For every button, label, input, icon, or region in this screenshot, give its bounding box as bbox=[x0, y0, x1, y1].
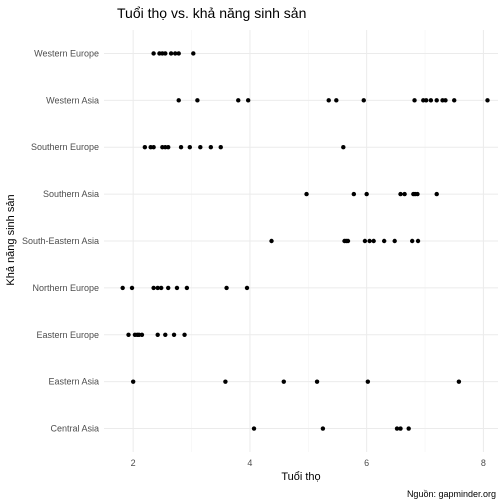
data-point bbox=[381, 238, 387, 244]
data-point bbox=[139, 332, 145, 337]
data-point bbox=[367, 238, 372, 244]
y-axis-title: Khả năng sinh sản bbox=[5, 194, 17, 285]
data-point bbox=[178, 145, 184, 150]
data-point bbox=[326, 98, 331, 103]
data-point bbox=[269, 238, 274, 244]
data-point bbox=[351, 191, 357, 197]
data-point bbox=[173, 51, 178, 56]
data-point bbox=[184, 285, 190, 291]
data-point bbox=[163, 51, 168, 56]
data-point bbox=[392, 238, 397, 244]
data-point bbox=[151, 145, 156, 150]
data-point bbox=[159, 285, 164, 291]
grid bbox=[104, 30, 498, 452]
x-axis-title: Tuổi thọ bbox=[281, 471, 320, 483]
category-label: Eastern Europe bbox=[36, 330, 99, 340]
data-point bbox=[151, 285, 156, 291]
data-point bbox=[424, 98, 429, 103]
category-label: Eastern Asia bbox=[48, 377, 99, 387]
data-point bbox=[176, 98, 181, 103]
category-label: Western Asia bbox=[46, 95, 99, 105]
category-label: Southern Europe bbox=[31, 142, 99, 152]
data-point bbox=[361, 98, 366, 103]
data-point bbox=[314, 379, 320, 384]
data-point bbox=[334, 98, 339, 103]
data-point bbox=[452, 98, 457, 103]
data-point bbox=[223, 379, 228, 384]
data-point bbox=[362, 238, 368, 244]
data-point bbox=[434, 98, 439, 103]
x-tick-label: 4 bbox=[247, 458, 252, 468]
data-point bbox=[174, 285, 180, 291]
category-label: Western Europe bbox=[34, 48, 99, 58]
data-point bbox=[398, 191, 403, 197]
category-label: Northern Europe bbox=[32, 283, 99, 293]
data-point bbox=[428, 98, 434, 103]
data-point bbox=[345, 238, 351, 244]
data-point bbox=[151, 51, 156, 56]
data-point bbox=[415, 191, 420, 197]
data-point bbox=[120, 285, 125, 291]
data-point bbox=[236, 98, 241, 103]
data-point bbox=[402, 191, 407, 197]
data-point bbox=[304, 191, 309, 197]
data-point bbox=[142, 145, 148, 150]
data-point bbox=[245, 98, 251, 103]
data-point bbox=[443, 98, 448, 103]
data-point bbox=[485, 98, 490, 103]
data-point bbox=[195, 98, 200, 103]
data-point bbox=[224, 285, 229, 291]
data-point bbox=[365, 379, 371, 384]
data-point bbox=[456, 379, 462, 384]
data-point bbox=[198, 145, 203, 150]
data-point bbox=[208, 145, 214, 150]
data-point bbox=[409, 238, 415, 244]
data-point bbox=[176, 51, 181, 56]
data-point bbox=[398, 426, 403, 431]
data-point bbox=[406, 426, 411, 431]
x-tick-label: 2 bbox=[131, 458, 136, 468]
data-point bbox=[166, 145, 171, 150]
data-point bbox=[171, 332, 177, 337]
data-point bbox=[187, 145, 193, 150]
data-points bbox=[120, 51, 490, 431]
data-point bbox=[191, 51, 196, 56]
data-point bbox=[155, 332, 160, 337]
x-tick-label: 6 bbox=[364, 458, 369, 468]
data-point bbox=[163, 332, 168, 337]
data-point bbox=[281, 379, 286, 384]
data-point bbox=[341, 145, 346, 150]
x-axis-tick-labels: 2 4 6 8 bbox=[131, 458, 486, 468]
category-label: South-Eastern Asia bbox=[22, 236, 99, 246]
category-label: Central Asia bbox=[50, 424, 99, 434]
category-label: Southern Asia bbox=[43, 189, 99, 199]
data-point bbox=[166, 285, 171, 291]
source-caption: Nguồn: gapminder.org bbox=[407, 489, 496, 499]
data-point bbox=[218, 145, 223, 150]
data-point bbox=[415, 238, 421, 244]
data-point bbox=[155, 285, 160, 291]
data-point bbox=[168, 51, 174, 56]
category-axis-labels: Central Asia Eastern Asia Eastern Europe No… bbox=[22, 48, 99, 433]
data-point bbox=[412, 98, 417, 103]
data-point bbox=[434, 191, 439, 197]
data-point bbox=[371, 238, 376, 244]
data-point bbox=[182, 332, 187, 337]
data-point bbox=[251, 426, 257, 431]
chart-title: Tuổi thọ vs. khả năng sinh sản bbox=[117, 5, 306, 21]
data-point bbox=[394, 426, 400, 431]
data-point bbox=[364, 191, 369, 197]
data-point bbox=[126, 332, 131, 337]
data-point bbox=[129, 285, 135, 291]
data-point bbox=[130, 379, 136, 384]
data-point bbox=[320, 426, 326, 431]
x-tick-label: 8 bbox=[481, 458, 486, 468]
data-point bbox=[244, 285, 250, 291]
